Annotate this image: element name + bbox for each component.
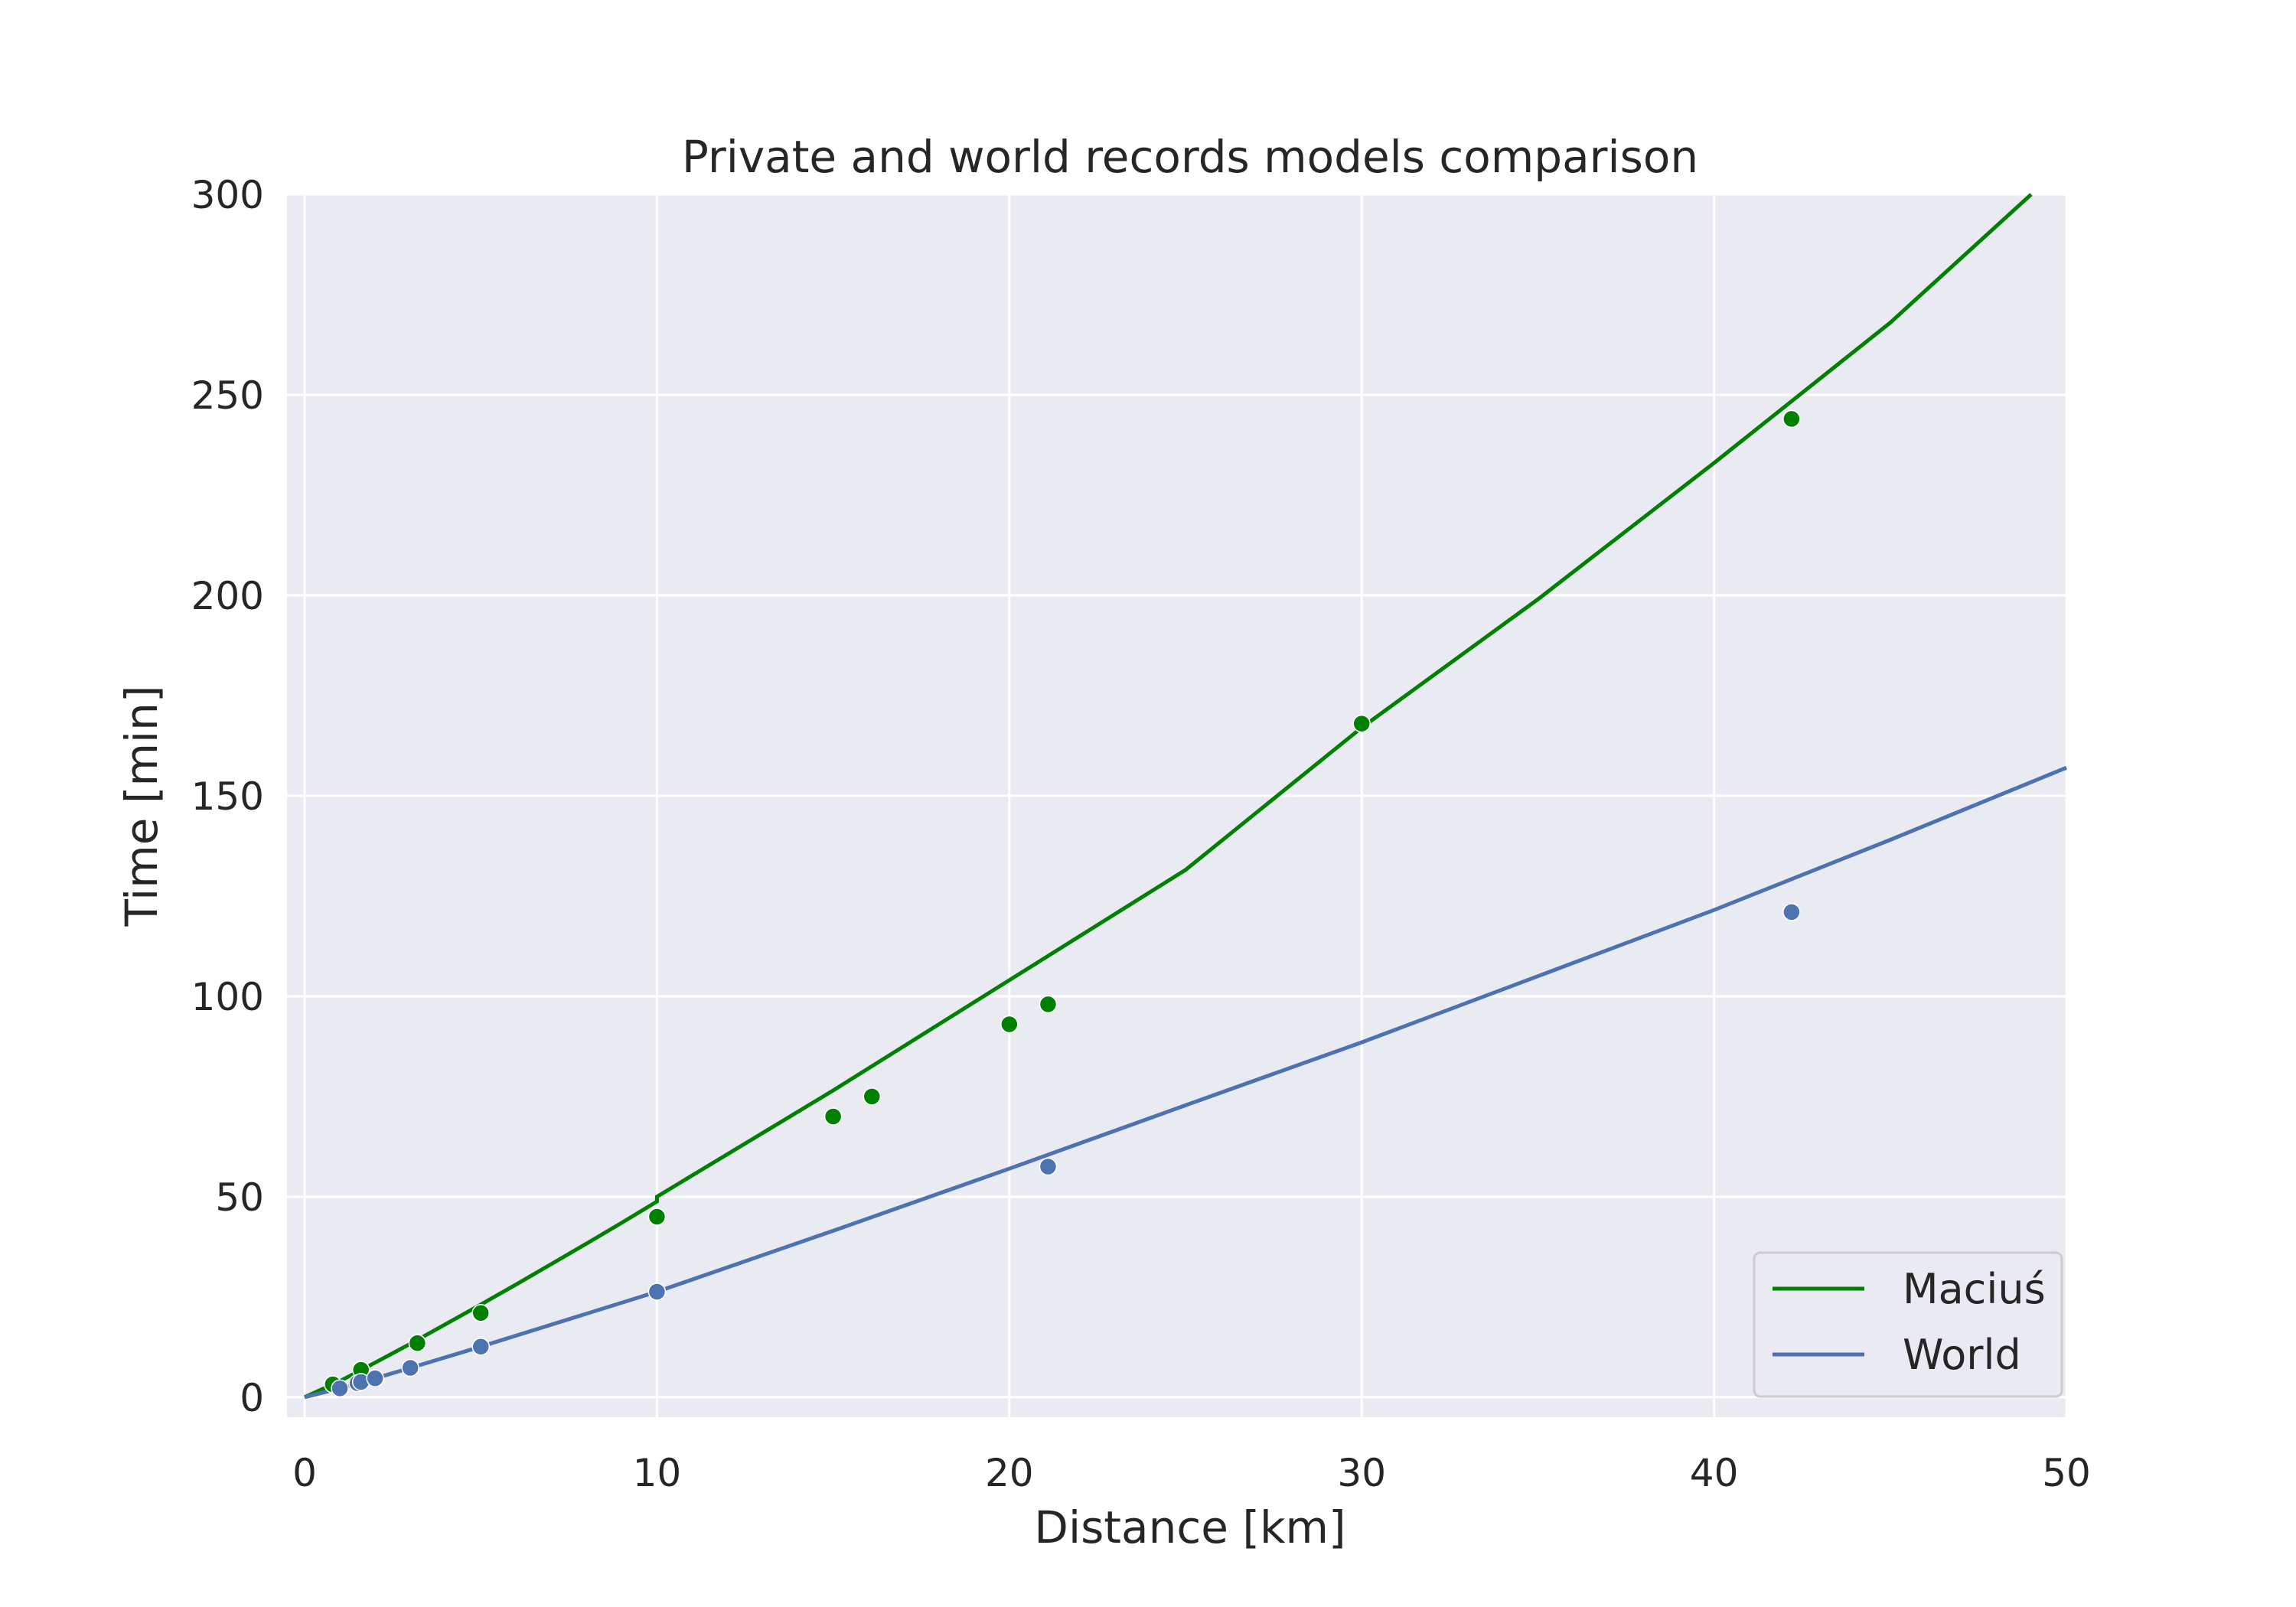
data-point-world (647, 1283, 667, 1301)
grid-lines (287, 193, 2068, 1417)
y-tick-label: 150 (191, 774, 264, 819)
data-point-maciu- (1000, 1015, 1019, 1034)
data-point-maciu- (408, 1334, 427, 1352)
data-point-maciu- (1782, 409, 1801, 429)
data-point-world (401, 1358, 419, 1377)
x-tick-label: 10 (633, 1451, 682, 1495)
y-tick-label: 0 (240, 1376, 264, 1420)
data-point-world (366, 1369, 384, 1387)
data-point-maciu- (863, 1087, 882, 1106)
y-tick-labels: 0 50 100 150 200 250 300 (191, 173, 264, 1420)
data-point-maciu- (1039, 995, 1058, 1014)
y-tick-label: 100 (191, 975, 264, 1019)
data-point-maciu- (1352, 714, 1371, 733)
chart-title: Private and world records models compari… (682, 131, 1698, 183)
data-point-world (331, 1379, 349, 1398)
data-point-maciu- (823, 1107, 843, 1126)
x-tick-label: 20 (985, 1451, 1034, 1495)
x-tick-label: 30 (1337, 1451, 1386, 1495)
x-tick-label: 0 (292, 1451, 317, 1495)
x-axis-label: Distance [km] (1034, 1501, 1345, 1553)
data-points (324, 409, 1801, 1398)
data-point-maciu- (647, 1208, 667, 1226)
x-tick-label: 50 (2042, 1451, 2091, 1495)
y-tick-label: 200 (191, 574, 264, 618)
data-point-maciu- (471, 1304, 490, 1322)
y-tick-label: 250 (191, 373, 264, 418)
legend-label-macius: Maciuś (1903, 1265, 2046, 1313)
data-point-world (1039, 1157, 1058, 1176)
x-tick-labels: 0 10 20 30 40 50 (292, 1451, 2091, 1495)
plot-area (287, 194, 2066, 1417)
data-point-world (471, 1338, 490, 1356)
y-axis-label: Time [min] (116, 685, 168, 927)
y-tick-label: 50 (215, 1175, 264, 1220)
y-tick-label: 300 (191, 173, 264, 217)
legend-label-world: World (1903, 1331, 2021, 1379)
x-tick-label: 40 (1690, 1451, 1739, 1495)
legend: Maciuś World (1753, 1251, 2063, 1398)
data-point-world (1782, 903, 1801, 921)
